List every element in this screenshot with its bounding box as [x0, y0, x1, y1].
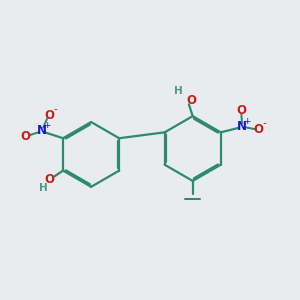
Text: +: +: [244, 117, 251, 126]
Text: O: O: [44, 109, 54, 122]
Text: H: H: [174, 86, 183, 96]
Text: -: -: [263, 118, 266, 128]
Text: N: N: [37, 124, 47, 137]
Text: O: O: [45, 173, 55, 186]
Text: -: -: [53, 104, 57, 114]
Text: H: H: [39, 183, 48, 193]
Text: O: O: [236, 104, 246, 117]
Text: O: O: [21, 130, 31, 143]
Text: O: O: [187, 94, 197, 107]
Text: +: +: [44, 121, 51, 130]
Text: N: N: [237, 120, 247, 133]
Text: O: O: [253, 124, 263, 136]
